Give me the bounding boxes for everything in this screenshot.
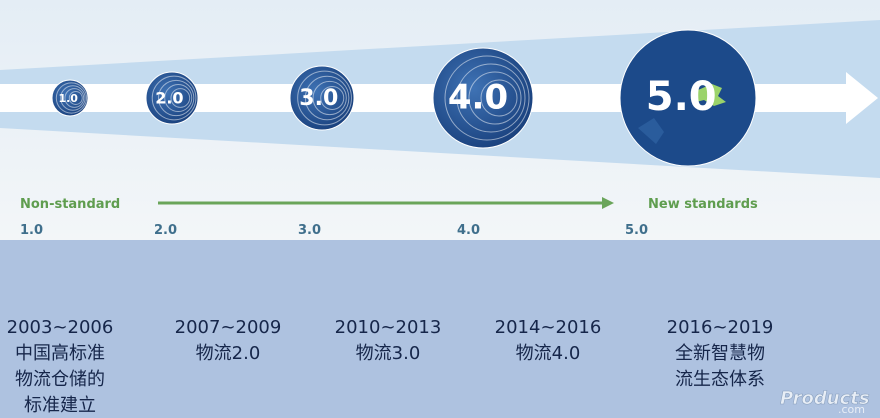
badge-disc: [51, 79, 89, 117]
description-line: 物流仓储的: [15, 369, 105, 390]
badge-disc: [432, 47, 534, 149]
badge-ring: [68, 91, 83, 105]
description-line: 流生态体系: [675, 369, 765, 390]
badge-ring: [55, 82, 88, 114]
start-label: Non-standard: [20, 197, 120, 212]
badge-ring: [312, 80, 347, 116]
description-line: 标准建立: [24, 395, 96, 416]
watermark-brand: Products: [780, 388, 870, 409]
period: 2014~2016: [495, 317, 602, 338]
map-land: [638, 118, 664, 144]
period: 2010~2013: [335, 317, 442, 338]
period: 2016~2019: [667, 317, 774, 338]
badge-ring: [468, 71, 522, 125]
description-line: 中国高标准: [15, 343, 105, 364]
badge-ring: [480, 79, 518, 117]
badge-label: 5.0: [646, 74, 717, 120]
badge-disc: [289, 65, 355, 131]
badge-ring: [151, 75, 197, 121]
scale-label: 2.0: [154, 223, 177, 238]
badge-ring: [444, 55, 530, 141]
description-line: 物流2.0: [196, 343, 261, 364]
scale-label: 5.0: [625, 223, 648, 238]
badge-disc: [145, 71, 199, 125]
badge-ring: [64, 88, 85, 108]
end-label: New standards: [648, 197, 758, 212]
badge-ring: [456, 63, 526, 133]
badge-ring: [170, 88, 191, 108]
badge-label: 1.0: [58, 92, 78, 105]
map-land: [696, 84, 726, 106]
description-line: 全新智慧物: [675, 343, 765, 364]
badge-label: 2.0: [155, 89, 183, 108]
badge-ring: [320, 85, 345, 111]
progress-arrowhead: [602, 197, 614, 209]
scale-label: 3.0: [298, 223, 321, 238]
description-line: 物流4.0: [516, 343, 581, 364]
badge-ring: [157, 79, 195, 117]
watermark-domain: .com: [838, 403, 865, 416]
scale-label: 1.0: [20, 223, 43, 238]
badge-ring: [304, 75, 350, 121]
description-line: 物流3.0: [356, 343, 421, 364]
period: 2003~2006: [7, 317, 114, 338]
badge-ring: [164, 83, 193, 113]
badge-label: 4.0: [448, 78, 508, 118]
badge-ring: [297, 70, 352, 126]
badge-ring: [60, 85, 86, 111]
scale-label: 4.0: [457, 223, 480, 238]
badge-label: 3.0: [299, 86, 338, 111]
bottom-background: [0, 240, 880, 418]
period: 2007~2009: [175, 317, 282, 338]
